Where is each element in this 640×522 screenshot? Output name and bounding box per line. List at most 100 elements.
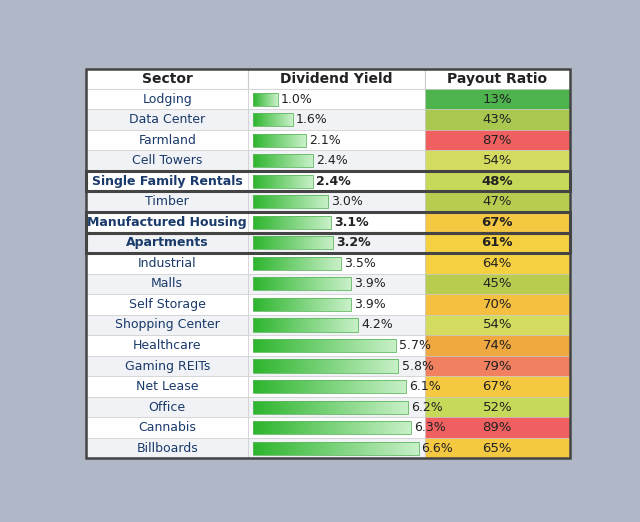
- Bar: [325, 400, 326, 413]
- Bar: [425, 356, 570, 376]
- Bar: [276, 113, 278, 126]
- Bar: [312, 277, 313, 290]
- Bar: [360, 442, 362, 455]
- Bar: [289, 195, 290, 208]
- Text: Healthcare: Healthcare: [133, 339, 202, 352]
- Bar: [392, 421, 393, 434]
- Bar: [300, 277, 301, 290]
- Bar: [383, 360, 384, 373]
- Bar: [321, 257, 322, 270]
- Bar: [355, 380, 356, 393]
- Bar: [348, 380, 349, 393]
- Bar: [383, 360, 385, 373]
- Bar: [356, 318, 358, 331]
- Text: 6.2%: 6.2%: [412, 400, 444, 413]
- Bar: [298, 339, 299, 352]
- Bar: [314, 236, 315, 250]
- Bar: [400, 442, 401, 455]
- Bar: [268, 339, 269, 352]
- Bar: [326, 195, 327, 208]
- Bar: [276, 442, 277, 455]
- Bar: [253, 175, 255, 188]
- Bar: [365, 400, 366, 413]
- Bar: [253, 154, 313, 167]
- Bar: [257, 216, 258, 229]
- Bar: [348, 400, 349, 413]
- Bar: [256, 318, 257, 331]
- Bar: [269, 380, 270, 393]
- Bar: [260, 175, 261, 188]
- Bar: [290, 380, 291, 393]
- Bar: [269, 339, 270, 352]
- Bar: [303, 277, 304, 290]
- Bar: [310, 400, 312, 413]
- Bar: [290, 421, 291, 434]
- Bar: [414, 442, 415, 455]
- Bar: [281, 380, 282, 393]
- Bar: [305, 400, 306, 413]
- Bar: [355, 442, 356, 455]
- Bar: [289, 380, 290, 393]
- Bar: [315, 339, 316, 352]
- Bar: [269, 134, 270, 147]
- Bar: [257, 236, 259, 250]
- Bar: [367, 339, 369, 352]
- Bar: [267, 236, 268, 250]
- Bar: [260, 216, 262, 229]
- Text: Single Family Rentals: Single Family Rentals: [92, 175, 243, 188]
- Bar: [267, 257, 268, 270]
- Bar: [307, 216, 308, 229]
- Bar: [279, 134, 280, 147]
- Bar: [272, 380, 273, 393]
- Bar: [260, 277, 262, 290]
- Bar: [349, 421, 351, 434]
- Bar: [281, 154, 282, 167]
- Bar: [391, 421, 392, 434]
- Bar: [292, 257, 293, 270]
- Bar: [323, 380, 324, 393]
- Bar: [337, 257, 339, 270]
- Bar: [282, 400, 283, 413]
- Bar: [330, 257, 331, 270]
- Bar: [274, 175, 275, 188]
- Bar: [288, 298, 289, 311]
- Bar: [298, 421, 299, 434]
- Bar: [248, 253, 425, 274]
- Bar: [336, 421, 337, 434]
- Bar: [311, 421, 312, 434]
- Bar: [327, 236, 328, 250]
- Bar: [407, 400, 408, 413]
- Bar: [323, 195, 324, 208]
- Bar: [307, 195, 308, 208]
- Bar: [279, 318, 280, 331]
- Bar: [293, 421, 294, 434]
- Bar: [268, 339, 269, 352]
- Bar: [285, 318, 287, 331]
- Bar: [353, 339, 355, 352]
- Bar: [287, 113, 288, 126]
- Bar: [303, 442, 304, 455]
- Bar: [322, 277, 323, 290]
- Bar: [324, 216, 325, 229]
- Bar: [253, 442, 419, 455]
- Bar: [290, 195, 291, 208]
- Bar: [296, 339, 297, 352]
- Bar: [86, 171, 570, 192]
- Text: Industrial: Industrial: [138, 257, 196, 270]
- Bar: [284, 277, 285, 290]
- Bar: [253, 277, 351, 290]
- Bar: [310, 298, 312, 311]
- Bar: [376, 400, 377, 413]
- Bar: [319, 360, 320, 373]
- Text: Lodging: Lodging: [142, 92, 192, 105]
- Bar: [352, 360, 353, 373]
- Bar: [381, 442, 382, 455]
- Bar: [282, 442, 283, 455]
- Bar: [301, 134, 302, 147]
- Text: 52%: 52%: [483, 400, 512, 413]
- Bar: [270, 236, 271, 250]
- Bar: [301, 421, 302, 434]
- Bar: [312, 318, 314, 331]
- Bar: [284, 175, 285, 188]
- Bar: [340, 277, 342, 290]
